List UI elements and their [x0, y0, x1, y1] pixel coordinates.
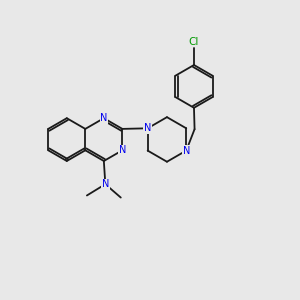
Text: N: N	[183, 146, 190, 156]
Text: N: N	[102, 179, 109, 189]
Text: N: N	[144, 123, 151, 133]
Text: Cl: Cl	[189, 37, 199, 47]
Text: N: N	[119, 145, 126, 155]
Text: N: N	[100, 113, 107, 123]
